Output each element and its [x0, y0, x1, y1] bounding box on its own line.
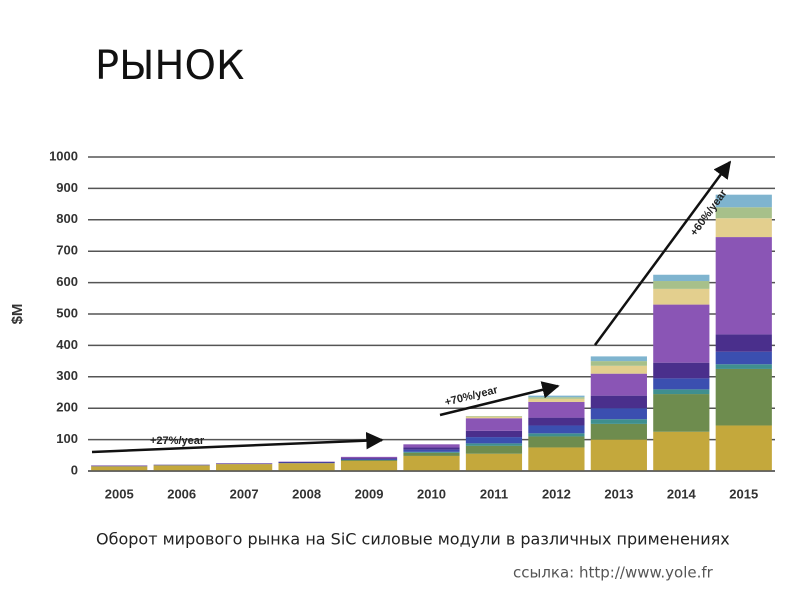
bar-segment	[653, 394, 709, 432]
bar-segment	[403, 450, 459, 452]
bar-segment	[591, 356, 647, 361]
bar-segment	[716, 218, 772, 237]
bar-segment	[591, 361, 647, 366]
x-tick-label: 2012	[542, 486, 571, 501]
bar-segment	[591, 366, 647, 374]
bar-segment	[591, 374, 647, 396]
y-axis-label: $M	[9, 304, 26, 325]
bar-segment	[591, 424, 647, 440]
bar-segment	[341, 459, 397, 460]
bar-segment	[278, 462, 334, 463]
x-tick-label: 2014	[667, 486, 697, 501]
bar-segment	[716, 369, 772, 426]
bar-segment	[528, 402, 584, 418]
y-tick-label: 500	[56, 305, 78, 320]
y-tick-label: 700	[56, 243, 78, 258]
bar-segment	[341, 461, 397, 471]
bar-segment	[716, 425, 772, 471]
source: ссылка: http://www.yole.fr	[513, 564, 714, 582]
bar-segment	[716, 352, 772, 365]
bar-segment	[528, 397, 584, 399]
bar-segment	[653, 363, 709, 379]
bar-segment	[466, 437, 522, 443]
bar-segment	[653, 275, 709, 281]
bar-segment	[591, 396, 647, 409]
bar-segment	[591, 419, 647, 424]
bar-segment	[403, 456, 459, 471]
arrow	[92, 440, 382, 452]
bar-segment	[653, 289, 709, 305]
bar-segment	[403, 444, 459, 447]
x-tick-label: 2011	[480, 486, 508, 501]
bar-segment	[591, 440, 647, 471]
y-tick-label: 100	[56, 431, 78, 446]
bar-segment	[528, 418, 584, 426]
bar-segment	[466, 443, 522, 446]
slide-title: РЫНОК	[95, 43, 244, 89]
x-tick-label: 2015	[729, 486, 758, 501]
bar-segment	[466, 418, 522, 431]
growth-annotation: +70%/year	[444, 384, 500, 409]
bar-segment	[341, 460, 397, 461]
bar-segment	[653, 432, 709, 471]
y-tick-label: 600	[56, 274, 78, 289]
bar-segment	[341, 457, 397, 458]
y-tick-label: 200	[56, 400, 78, 415]
bar-segment	[466, 454, 522, 471]
bar-segment	[278, 463, 334, 471]
bar-segment	[528, 396, 584, 398]
x-tick-label: 2008	[292, 486, 321, 501]
bar-segment	[466, 446, 522, 454]
bar-segment	[466, 416, 522, 417]
caption: Оборот мирового рынка на SiC силовые мод…	[96, 530, 730, 549]
bar-segment	[403, 447, 459, 449]
bar-segment	[528, 425, 584, 433]
x-tick-label: 2005	[105, 486, 134, 501]
bar-segment	[154, 465, 210, 471]
bar-segment	[216, 464, 272, 471]
bar-segment	[466, 431, 522, 437]
bar-segment	[653, 378, 709, 389]
y-tick-label: 800	[56, 211, 78, 226]
bar-segment	[341, 458, 397, 459]
bar-segment	[528, 399, 584, 402]
x-tick-label: 2009	[355, 486, 384, 501]
bar-segment	[653, 305, 709, 363]
y-tick-label: 300	[56, 368, 78, 383]
y-tick-label: 0	[71, 462, 78, 477]
x-tick-label: 2007	[230, 486, 259, 501]
bar-segment	[653, 281, 709, 289]
growth-annotation: +27%/year	[150, 435, 205, 447]
bar-segment	[528, 436, 584, 447]
bar-segment	[528, 433, 584, 436]
y-tick-label: 1000	[49, 148, 78, 163]
x-tick-label: 2013	[604, 486, 633, 501]
bar-segment	[653, 389, 709, 394]
y-tick-label: 400	[56, 337, 78, 352]
bar-segment	[466, 417, 522, 419]
x-tick-label: 2010	[417, 486, 446, 501]
bar-segment	[403, 453, 459, 456]
bar-segment	[528, 447, 584, 471]
bar-segment	[591, 408, 647, 419]
bar-segment	[716, 364, 772, 369]
bar-segment	[403, 452, 459, 453]
bar-segment	[716, 334, 772, 351]
y-tick-label: 900	[56, 180, 78, 195]
bar-segment	[278, 463, 334, 464]
bar-segment	[716, 237, 772, 334]
bar-segment	[716, 207, 772, 218]
x-tick-label: 2006	[167, 486, 196, 501]
